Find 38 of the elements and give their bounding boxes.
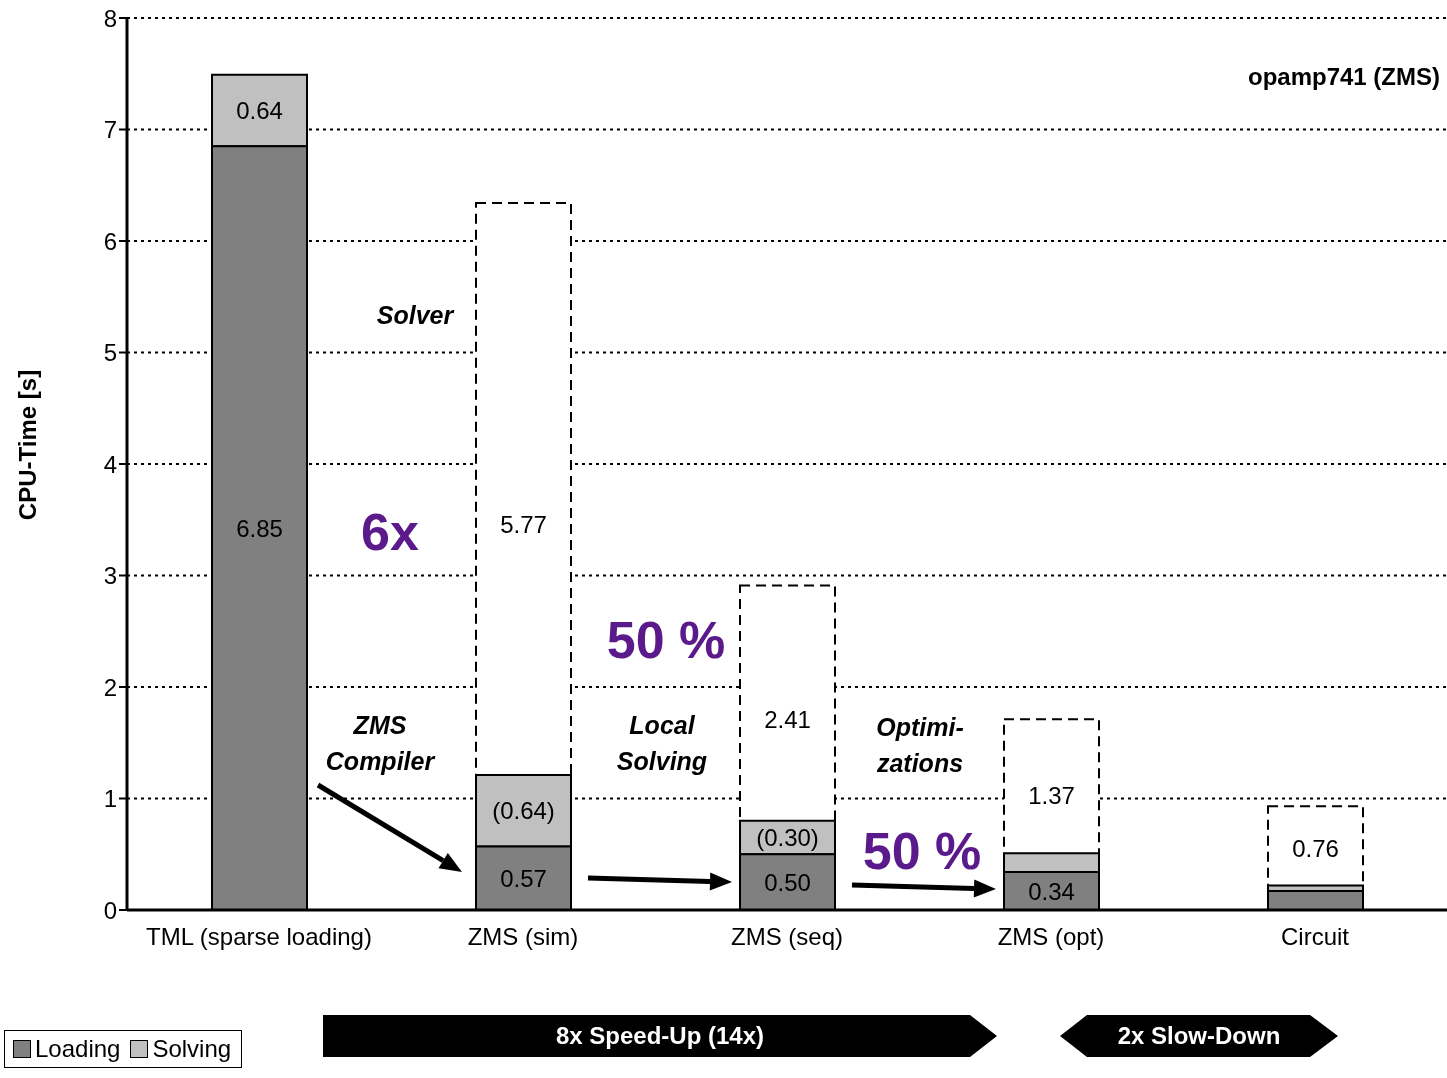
annotation: 6x <box>360 502 420 563</box>
y-tick-label: 1 <box>103 785 117 813</box>
data-label: 5.77 <box>500 511 547 539</box>
annotation: 50 % <box>861 821 983 882</box>
y-tick-label: 0 <box>103 896 117 924</box>
data-label: 0.64 <box>236 97 283 125</box>
y-tick-label: 5 <box>103 339 117 367</box>
y-tick-label: 6 <box>103 227 117 255</box>
data-label: 0.50 <box>764 868 811 896</box>
annotation: Local Solving <box>615 710 709 778</box>
y-tick-label: 2 <box>103 673 117 701</box>
data-label: (0.64) <box>492 797 555 825</box>
data-label: 0.57 <box>500 864 547 892</box>
annotation: Optimi-zations <box>875 712 965 780</box>
y-tick-label: 4 <box>103 450 117 478</box>
legend-label: Solving <box>152 1035 232 1063</box>
y-tick-label: 3 <box>103 562 117 590</box>
annotation: opamp741 (ZMS) <box>1246 62 1440 92</box>
annotation: 50 % <box>605 610 727 671</box>
annotation: Solver <box>375 300 456 331</box>
text: 8x Speed-Up (14x) <box>555 1022 765 1049</box>
annotation: ZMS Compiler <box>324 710 437 778</box>
data-label: 2.41 <box>764 706 811 734</box>
y-axis-title: CPU-Time [s] <box>14 369 42 521</box>
legend-label: Loading <box>35 1035 121 1063</box>
data-label: 0.34 <box>1028 877 1075 905</box>
x-tick-label: ZMS (sim) <box>467 923 579 951</box>
x-tick-label: Circuit <box>1280 923 1350 951</box>
x-tick-label: ZMS (seq) <box>730 923 844 951</box>
data-label: 0.76 <box>1292 835 1339 863</box>
x-tick-label: TML (sparse loading) <box>146 923 372 951</box>
data-label: 6.85 <box>236 514 283 542</box>
y-tick-label: 8 <box>103 4 117 32</box>
data-label: 1.37 <box>1028 782 1075 810</box>
text: 2x Slow-Down <box>1117 1022 1281 1049</box>
x-tick-label: ZMS (opt) <box>997 923 1105 951</box>
data-label: (0.30) <box>756 824 819 852</box>
y-tick-label: 7 <box>103 116 117 144</box>
